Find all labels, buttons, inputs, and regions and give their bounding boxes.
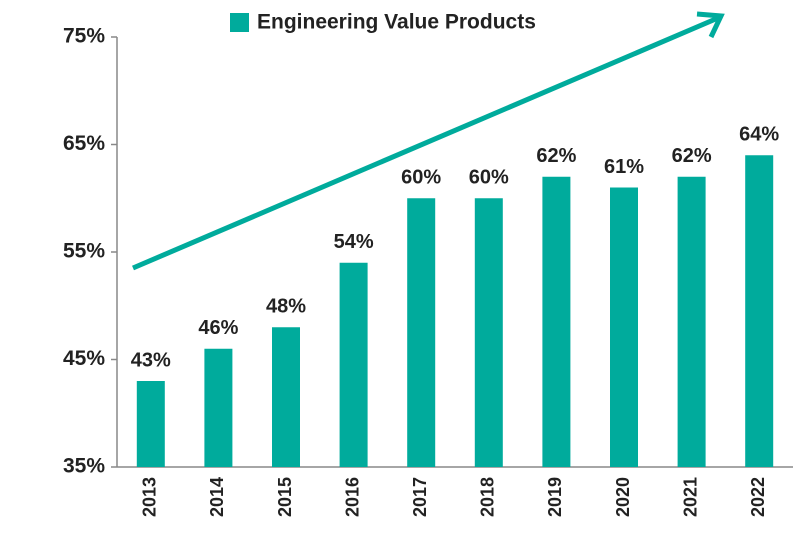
x-tick-label: 2019 bbox=[545, 477, 565, 517]
value-label: 62% bbox=[672, 145, 712, 167]
bar bbox=[272, 327, 300, 467]
y-tick-label: 55% bbox=[63, 240, 105, 263]
value-label: 54% bbox=[334, 231, 374, 253]
value-label: 64% bbox=[739, 124, 779, 146]
value-label: 43% bbox=[131, 349, 171, 371]
value-label: 60% bbox=[401, 167, 441, 189]
x-tick-label: 2022 bbox=[748, 477, 768, 517]
bar bbox=[610, 187, 638, 467]
bar bbox=[745, 155, 774, 467]
legend-label: Engineering Value Products bbox=[257, 11, 536, 34]
bar bbox=[136, 381, 165, 467]
x-tick-label: 2016 bbox=[342, 477, 362, 517]
y-tick-label: 75% bbox=[63, 25, 105, 48]
bar bbox=[677, 176, 706, 467]
x-tick-label: 2017 bbox=[410, 477, 430, 517]
bar bbox=[407, 198, 436, 467]
y-tick-label: 65% bbox=[63, 132, 105, 155]
x-tick-label: 2018 bbox=[478, 477, 498, 517]
bar bbox=[204, 348, 233, 467]
value-label: 46% bbox=[198, 317, 238, 339]
x-tick-label: 2021 bbox=[680, 477, 700, 517]
value-label: 48% bbox=[266, 296, 306, 318]
x-tick-label: 2013 bbox=[140, 477, 160, 517]
trend-arrow bbox=[132, 11, 725, 271]
legend-swatch bbox=[230, 13, 249, 32]
bar bbox=[474, 198, 503, 467]
bar bbox=[542, 176, 571, 467]
y-tick-label: 35% bbox=[63, 455, 105, 478]
value-label: 61% bbox=[604, 156, 644, 178]
y-tick-label: 45% bbox=[63, 347, 105, 370]
x-tick-label: 2015 bbox=[275, 477, 295, 517]
value-label: 60% bbox=[469, 167, 509, 189]
value-label: 62% bbox=[536, 145, 576, 167]
bar bbox=[339, 262, 368, 467]
x-tick-label: 2014 bbox=[207, 477, 227, 517]
x-tick-label: 2020 bbox=[613, 477, 633, 517]
